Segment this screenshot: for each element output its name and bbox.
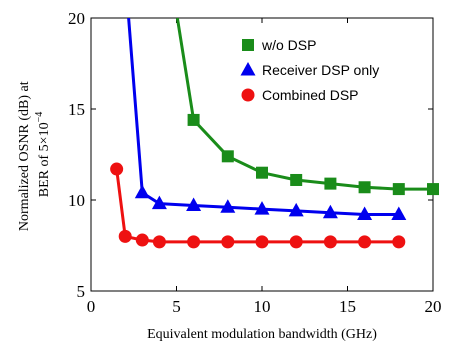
y-axis-label-line-2: BER of 5×10: [37, 122, 52, 197]
data-point-triangle: [357, 206, 373, 221]
data-point-triangle: [288, 202, 304, 217]
x-axis-label: Equivalent modulation bandwidth (GHz): [147, 327, 377, 342]
data-point-circle: [289, 235, 303, 249]
markers-layer: [110, 113, 439, 249]
data-point-circle: [221, 235, 235, 249]
data-point-triangle: [220, 199, 236, 213]
legend-label: Combined DSP: [262, 87, 359, 103]
data-point-square: [187, 113, 200, 126]
data-point-triangle: [134, 184, 150, 199]
data-point-square: [392, 183, 405, 196]
data-point-circle: [255, 235, 269, 249]
data-point-triangle: [186, 197, 202, 211]
y-axis-label-line-1: Normalized OSNR (dB) at: [17, 81, 32, 231]
y-axis-label: Normalized OSNR (dB) at BER of 5×10−4: [17, 78, 52, 231]
y-tick-label: 5: [77, 282, 86, 301]
plot-frame: [90, 17, 434, 292]
legend: w/o DSP Receiver DSP only Combined DSP: [240, 37, 379, 103]
data-point-triangle: [254, 201, 270, 215]
y-tick-label: 20: [68, 9, 85, 28]
data-point-circle: [187, 235, 201, 249]
data-point-square: [358, 181, 371, 194]
x-tick-label: 10: [254, 297, 271, 316]
data-point-square: [290, 173, 303, 186]
data-point-circle: [118, 229, 132, 243]
data-point-circle: [323, 235, 337, 249]
x-tick-label: 20: [425, 297, 442, 316]
data-point-circle: [241, 88, 255, 102]
x-tick-label: 15: [339, 297, 356, 316]
series-line-1: [127, 18, 399, 217]
data-point-circle: [392, 235, 406, 249]
data-point-triangle: [391, 206, 407, 221]
data-point-square: [427, 183, 439, 196]
data-point-square: [256, 166, 268, 179]
data-point-circle: [110, 162, 124, 176]
data-point-triangle: [240, 62, 256, 76]
y-tick-label: 15: [68, 100, 85, 119]
data-point-circle: [152, 235, 166, 249]
x-tick-label: 5: [172, 297, 181, 316]
data-point-triangle: [322, 204, 338, 219]
y-tick-label: 10: [68, 191, 85, 210]
data-point-circle: [358, 235, 372, 249]
data-point-circle: [135, 233, 149, 247]
y-axis-label-exponent: −4: [34, 112, 45, 123]
x-tick-label: 0: [87, 297, 96, 316]
legend-label: w/o DSP: [261, 37, 316, 53]
data-point-triangle: [151, 195, 167, 210]
data-point-square: [242, 39, 254, 51]
data-point-square: [324, 177, 337, 190]
legend-label: Receiver DSP only: [262, 62, 379, 78]
data-point-square: [221, 150, 234, 163]
